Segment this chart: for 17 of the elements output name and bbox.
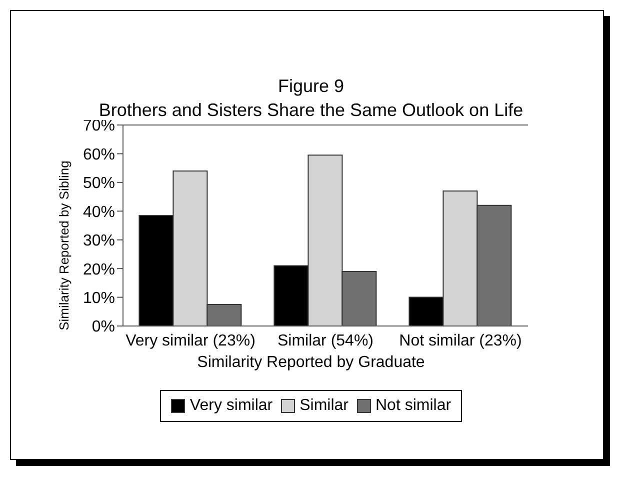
- y-tick-label: 20%: [82, 261, 115, 278]
- y-tick-label: 10%: [82, 290, 115, 307]
- y-tick-label: 50%: [82, 175, 115, 192]
- x-tick-label: Similar (54%): [277, 332, 374, 350]
- x-axis-title: Similarity Reported by Graduate: [196, 354, 426, 372]
- x-tick-label: Very similar (23%): [126, 332, 256, 350]
- y-tick-label: 0%: [92, 318, 115, 336]
- y-axis-title: Similarity Reported by Sibling: [56, 160, 72, 332]
- y-tick-label: 40%: [82, 204, 115, 221]
- y-tick-label: 60%: [82, 146, 115, 164]
- legend-label: Very similar: [190, 397, 273, 415]
- legend-label: Similar: [300, 397, 348, 415]
- legend-label: Not similar: [376, 397, 452, 415]
- chart-title: Figure 9: [276, 76, 346, 97]
- y-tick-label: 30%: [82, 232, 115, 250]
- chart-subtitle: Brothers and Sisters Share the Same Outlook on Life: [98, 100, 524, 120]
- x-tick-label: Not similar (23%): [399, 332, 522, 350]
